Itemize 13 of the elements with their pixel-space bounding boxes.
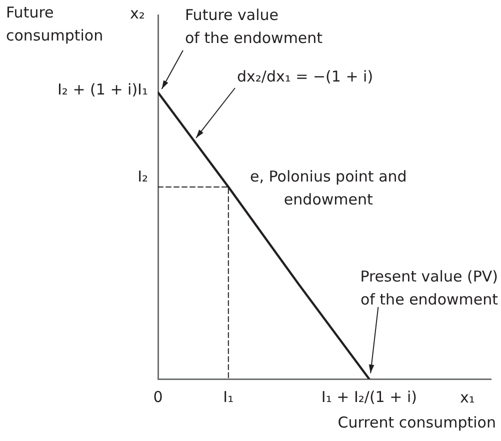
text: x₁	[460, 388, 475, 406]
x-tick-label: I₁	[223, 388, 234, 406]
text: I₂	[138, 167, 148, 186]
annotation: Future value of the endowment	[185, 6, 323, 47]
text: x₂	[130, 4, 145, 22]
x-axis-title: Current consumption	[338, 413, 496, 432]
x-tick-label: I₁ + I₂/(1 + i)	[321, 388, 417, 406]
text: dx₂/dx₁ = −(1 + i)	[237, 67, 374, 86]
annotation: e, Polonius point and endowment	[250, 167, 407, 208]
text: I₂ + (1 + i)I₁	[58, 80, 148, 98]
y-axis-title: Future consumption	[6, 3, 104, 44]
x-tick-label: 0	[153, 388, 163, 406]
annotation: Present value (PV) of the endowment	[360, 267, 498, 308]
